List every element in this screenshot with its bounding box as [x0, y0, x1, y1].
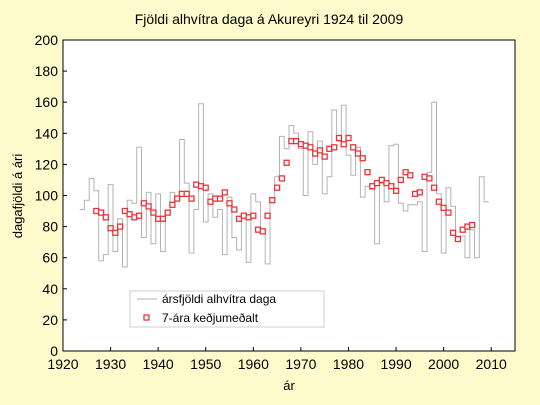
x-tick-label: 1950: [190, 356, 221, 372]
legend-label-rolling: 7-ára keðjumeðalt: [162, 311, 259, 325]
rolling-marker: [283, 159, 290, 166]
x-tick-label: 2000: [428, 356, 459, 372]
x-axis-label: ár: [283, 378, 295, 393]
rolling-marker: [164, 209, 171, 216]
legend: ársfjöldi alhvítra daga 7-ára keðjumeðal…: [129, 290, 325, 328]
y-tick-label: 0: [50, 343, 58, 359]
y-tick-label: 180: [35, 63, 59, 79]
rolling-marker: [221, 189, 228, 196]
rolling-marker: [250, 212, 257, 219]
rolling-marker: [454, 235, 462, 243]
rolling-marker: [440, 204, 447, 212]
y-tick-label: 120: [35, 156, 59, 172]
rolling-marker: [278, 175, 286, 182]
x-tick-label: 1990: [380, 356, 411, 372]
y-tick-label: 100: [35, 188, 59, 204]
rolling-marker: [430, 184, 438, 191]
rolling-marker: [469, 221, 476, 229]
rolling-marker: [174, 195, 181, 202]
rolling-marker: [102, 214, 109, 221]
chart-title: Fjöldi alhvítra daga á Akureyri 1924 til…: [135, 11, 404, 27]
legend-label-annual: ársfjöldi alhvítra daga: [162, 292, 276, 306]
rolling-marker: [116, 223, 124, 230]
rolling-marker: [354, 150, 362, 157]
y-axis: 0 20 40 60 80 100 120 140 160 180 200: [35, 32, 67, 359]
rolling-marker: [159, 215, 167, 222]
rolling-marker: [169, 201, 176, 208]
rolling-marker: [321, 153, 328, 160]
y-tick-label: 200: [35, 32, 59, 48]
rolling-marker: [231, 206, 238, 213]
x-tick-label: 2010: [476, 356, 507, 372]
x-axis: 1920 1930 1940 1950 1960 1970 1980 1990 2000 2010: [47, 347, 507, 372]
rolling-marker: [107, 225, 114, 232]
rolling-marker: [350, 144, 357, 151]
y-tick-label: 60: [42, 250, 58, 266]
rolling-marker: [273, 184, 281, 191]
rolling-marker: [135, 212, 143, 219]
y-tick-label: 160: [35, 94, 59, 110]
rolling-marker: [426, 175, 433, 182]
y-tick-label: 80: [42, 219, 58, 235]
legend-swatch-rolling: [143, 314, 150, 321]
rolling-marker: [97, 209, 105, 216]
rolling-marker: [259, 228, 266, 235]
y-tick-label: 20: [42, 312, 58, 328]
rolling-marker: [216, 195, 224, 202]
rolling-marker: [392, 187, 400, 194]
x-tick-label: 1920: [47, 356, 78, 372]
rolling-marker: [364, 169, 371, 176]
rolling-marker: [112, 229, 119, 236]
rolling-marker: [445, 209, 452, 216]
rolling-marker: [416, 189, 423, 196]
rolling-marker: [307, 144, 314, 151]
rolling-marker: [359, 155, 366, 162]
rolling-marker: [388, 183, 395, 190]
x-tick-label: 1960: [238, 356, 269, 372]
rolling-marker: [331, 144, 338, 151]
rolling-marker: [202, 184, 209, 191]
rolling-marker: [269, 197, 276, 204]
rolling-marker: [373, 179, 381, 187]
rolling-marker: [435, 198, 443, 205]
x-tick-label: 1940: [143, 356, 174, 372]
annual-line: [79, 101, 489, 268]
rolling-marker: [226, 200, 233, 207]
rolling-marker: [121, 207, 129, 215]
y-tick-label: 140: [35, 125, 59, 141]
y-axis-label: dagafjöldi á ári: [10, 154, 25, 239]
rolling-marker: [183, 190, 190, 198]
rolling-marker: [316, 147, 324, 154]
rolling-marker: [449, 229, 457, 236]
x-tick-label: 1970: [285, 356, 316, 372]
annual-series: [79, 101, 489, 268]
rolling-marker: [335, 134, 343, 142]
y-tick-label: 40: [42, 281, 58, 297]
rolling-marker: [345, 134, 352, 142]
rolling-marker: [150, 209, 157, 216]
x-tick-label: 1930: [95, 356, 126, 372]
rolling-marker: [264, 212, 271, 219]
rolling-marker: [188, 195, 195, 202]
legend-box: [129, 290, 325, 328]
rolling-marker: [378, 176, 385, 184]
rolling-marker: [407, 172, 414, 179]
rolling-marker: [340, 141, 347, 148]
rolling-marker: [397, 176, 404, 184]
x-tick-label: 1980: [333, 356, 364, 372]
rolling-series: [93, 134, 476, 243]
rolling-marker: [145, 203, 152, 210]
